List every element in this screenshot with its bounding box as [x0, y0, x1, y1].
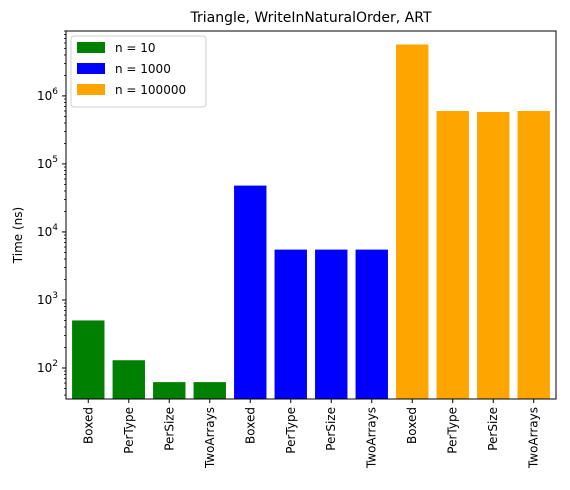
y-tick-base: 10	[37, 89, 52, 103]
bar-0-2	[153, 382, 185, 399]
y-tick-label: 104	[37, 223, 58, 239]
y-tick-label: 103	[37, 291, 58, 307]
legend-label: n = 10	[115, 41, 156, 55]
y-tick-label: 102	[37, 359, 58, 375]
bar-2-3	[518, 111, 550, 399]
x-tick-label: PerType	[446, 407, 460, 454]
legend-swatch	[77, 42, 105, 53]
x-tick-label: PerSize	[162, 407, 176, 451]
y-tick-label: 106	[37, 87, 58, 103]
x-tick-label: PerType	[122, 407, 136, 454]
bar-1-0	[234, 186, 266, 399]
legend-label: n = 100000	[115, 83, 186, 97]
bar-0-0	[72, 320, 104, 399]
bar-2-1	[437, 111, 469, 399]
bar-2-0	[396, 44, 428, 399]
x-tick-label: PerType	[284, 407, 298, 454]
x-tick-label: Boxed	[405, 407, 419, 444]
chart-title: Triangle, WriteInNaturalOrder, ART	[189, 10, 431, 26]
x-tick-label: TwoArrays	[527, 407, 541, 469]
x-axis: Boxed PerType PerSize TwoArrays Boxed PerType…	[81, 399, 540, 469]
x-tick-label: PerSize	[324, 407, 338, 451]
y-tick-label: 105	[37, 155, 58, 171]
y-tick-base: 10	[37, 293, 52, 307]
x-tick-label: PerSize	[486, 407, 500, 451]
legend-swatch	[77, 63, 105, 74]
y-tick-exponent: 4	[52, 223, 58, 233]
y-tick-base: 10	[37, 361, 52, 375]
bar-2-2	[477, 112, 509, 399]
bar-1-2	[315, 250, 347, 399]
bar-0-1	[113, 360, 145, 399]
y-tick-exponent: 6	[52, 87, 58, 97]
bar-1-3	[356, 250, 388, 399]
y-tick-base: 10	[37, 157, 52, 171]
legend: n = 10 n = 1000 n = 100000	[71, 36, 206, 107]
bar-1-1	[275, 250, 307, 399]
bar-0-3	[194, 382, 226, 399]
y-tick-exponent: 3	[52, 291, 58, 301]
y-axis-label: Time (ns)	[11, 207, 25, 264]
y-tick-base: 10	[37, 225, 52, 239]
legend-swatch	[77, 84, 105, 95]
x-tick-label: TwoArrays	[203, 407, 217, 469]
legend-label: n = 1000	[115, 62, 171, 76]
x-tick-label: Boxed	[243, 407, 257, 444]
y-tick-exponent: 2	[52, 359, 58, 369]
x-tick-label: TwoArrays	[365, 407, 379, 469]
x-tick-label: Boxed	[81, 407, 95, 444]
y-tick-exponent: 5	[52, 155, 58, 165]
